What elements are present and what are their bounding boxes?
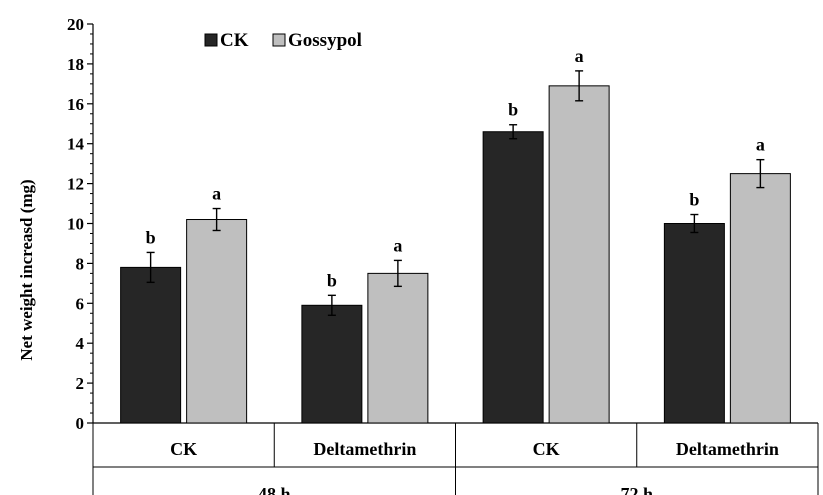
y-tick-label: 10 — [67, 215, 84, 234]
labels: b a CK b a Deltamethrin 48 h b a CK b a Deltamethrin… — [146, 46, 779, 495]
y-tick-label: 18 — [67, 55, 84, 74]
group-label: 48 h — [258, 484, 291, 495]
significance-letter: b — [508, 100, 518, 120]
legend: CK Gossypol — [204, 30, 362, 51]
y-axis-title-group: Net weight increasd (mg) — [17, 179, 36, 360]
bar-ck — [663, 223, 725, 424]
y-tick-label: 20 — [67, 15, 84, 34]
bar-ck — [120, 266, 182, 424]
y-tick-label: 4 — [76, 334, 85, 353]
legend-swatch-ck — [204, 33, 218, 47]
y-tick-label: 6 — [76, 294, 85, 313]
significance-letter: a — [756, 135, 765, 155]
significance-letter: b — [146, 227, 156, 247]
bar-ck — [482, 131, 544, 424]
significance-letter: b — [689, 190, 699, 210]
legend-label-gossypol: Gossypol — [288, 30, 362, 51]
bar-gossypol — [367, 272, 429, 424]
category-label: Deltamethrin — [676, 439, 779, 459]
bar-gossypol — [186, 219, 248, 424]
group-label: 72 h — [620, 484, 653, 495]
bars — [120, 70, 791, 424]
y-tick-label: 0 — [76, 414, 85, 433]
bar-ck — [301, 304, 363, 424]
category-label: CK — [533, 439, 560, 459]
category-label: Deltamethrin — [313, 439, 416, 459]
significance-letter: a — [393, 235, 402, 255]
significance-letter: a — [212, 184, 221, 204]
bar-gossypol — [729, 173, 791, 424]
bar-gossypol — [548, 85, 610, 424]
significance-letter: a — [575, 46, 584, 66]
legend-label-ck: CK — [220, 30, 249, 51]
y-tick-label: 12 — [67, 175, 84, 194]
significance-letter: b — [327, 270, 337, 290]
y-tick-label: 8 — [76, 254, 85, 273]
category-label: CK — [170, 439, 197, 459]
y-tick-label: 2 — [76, 374, 85, 393]
legend-swatch-gossypol — [272, 33, 286, 47]
y-axis-title: Net weight increasd (mg) — [17, 179, 36, 360]
y-tick-label: 16 — [67, 95, 84, 114]
y-tick-label: 14 — [67, 135, 85, 154]
